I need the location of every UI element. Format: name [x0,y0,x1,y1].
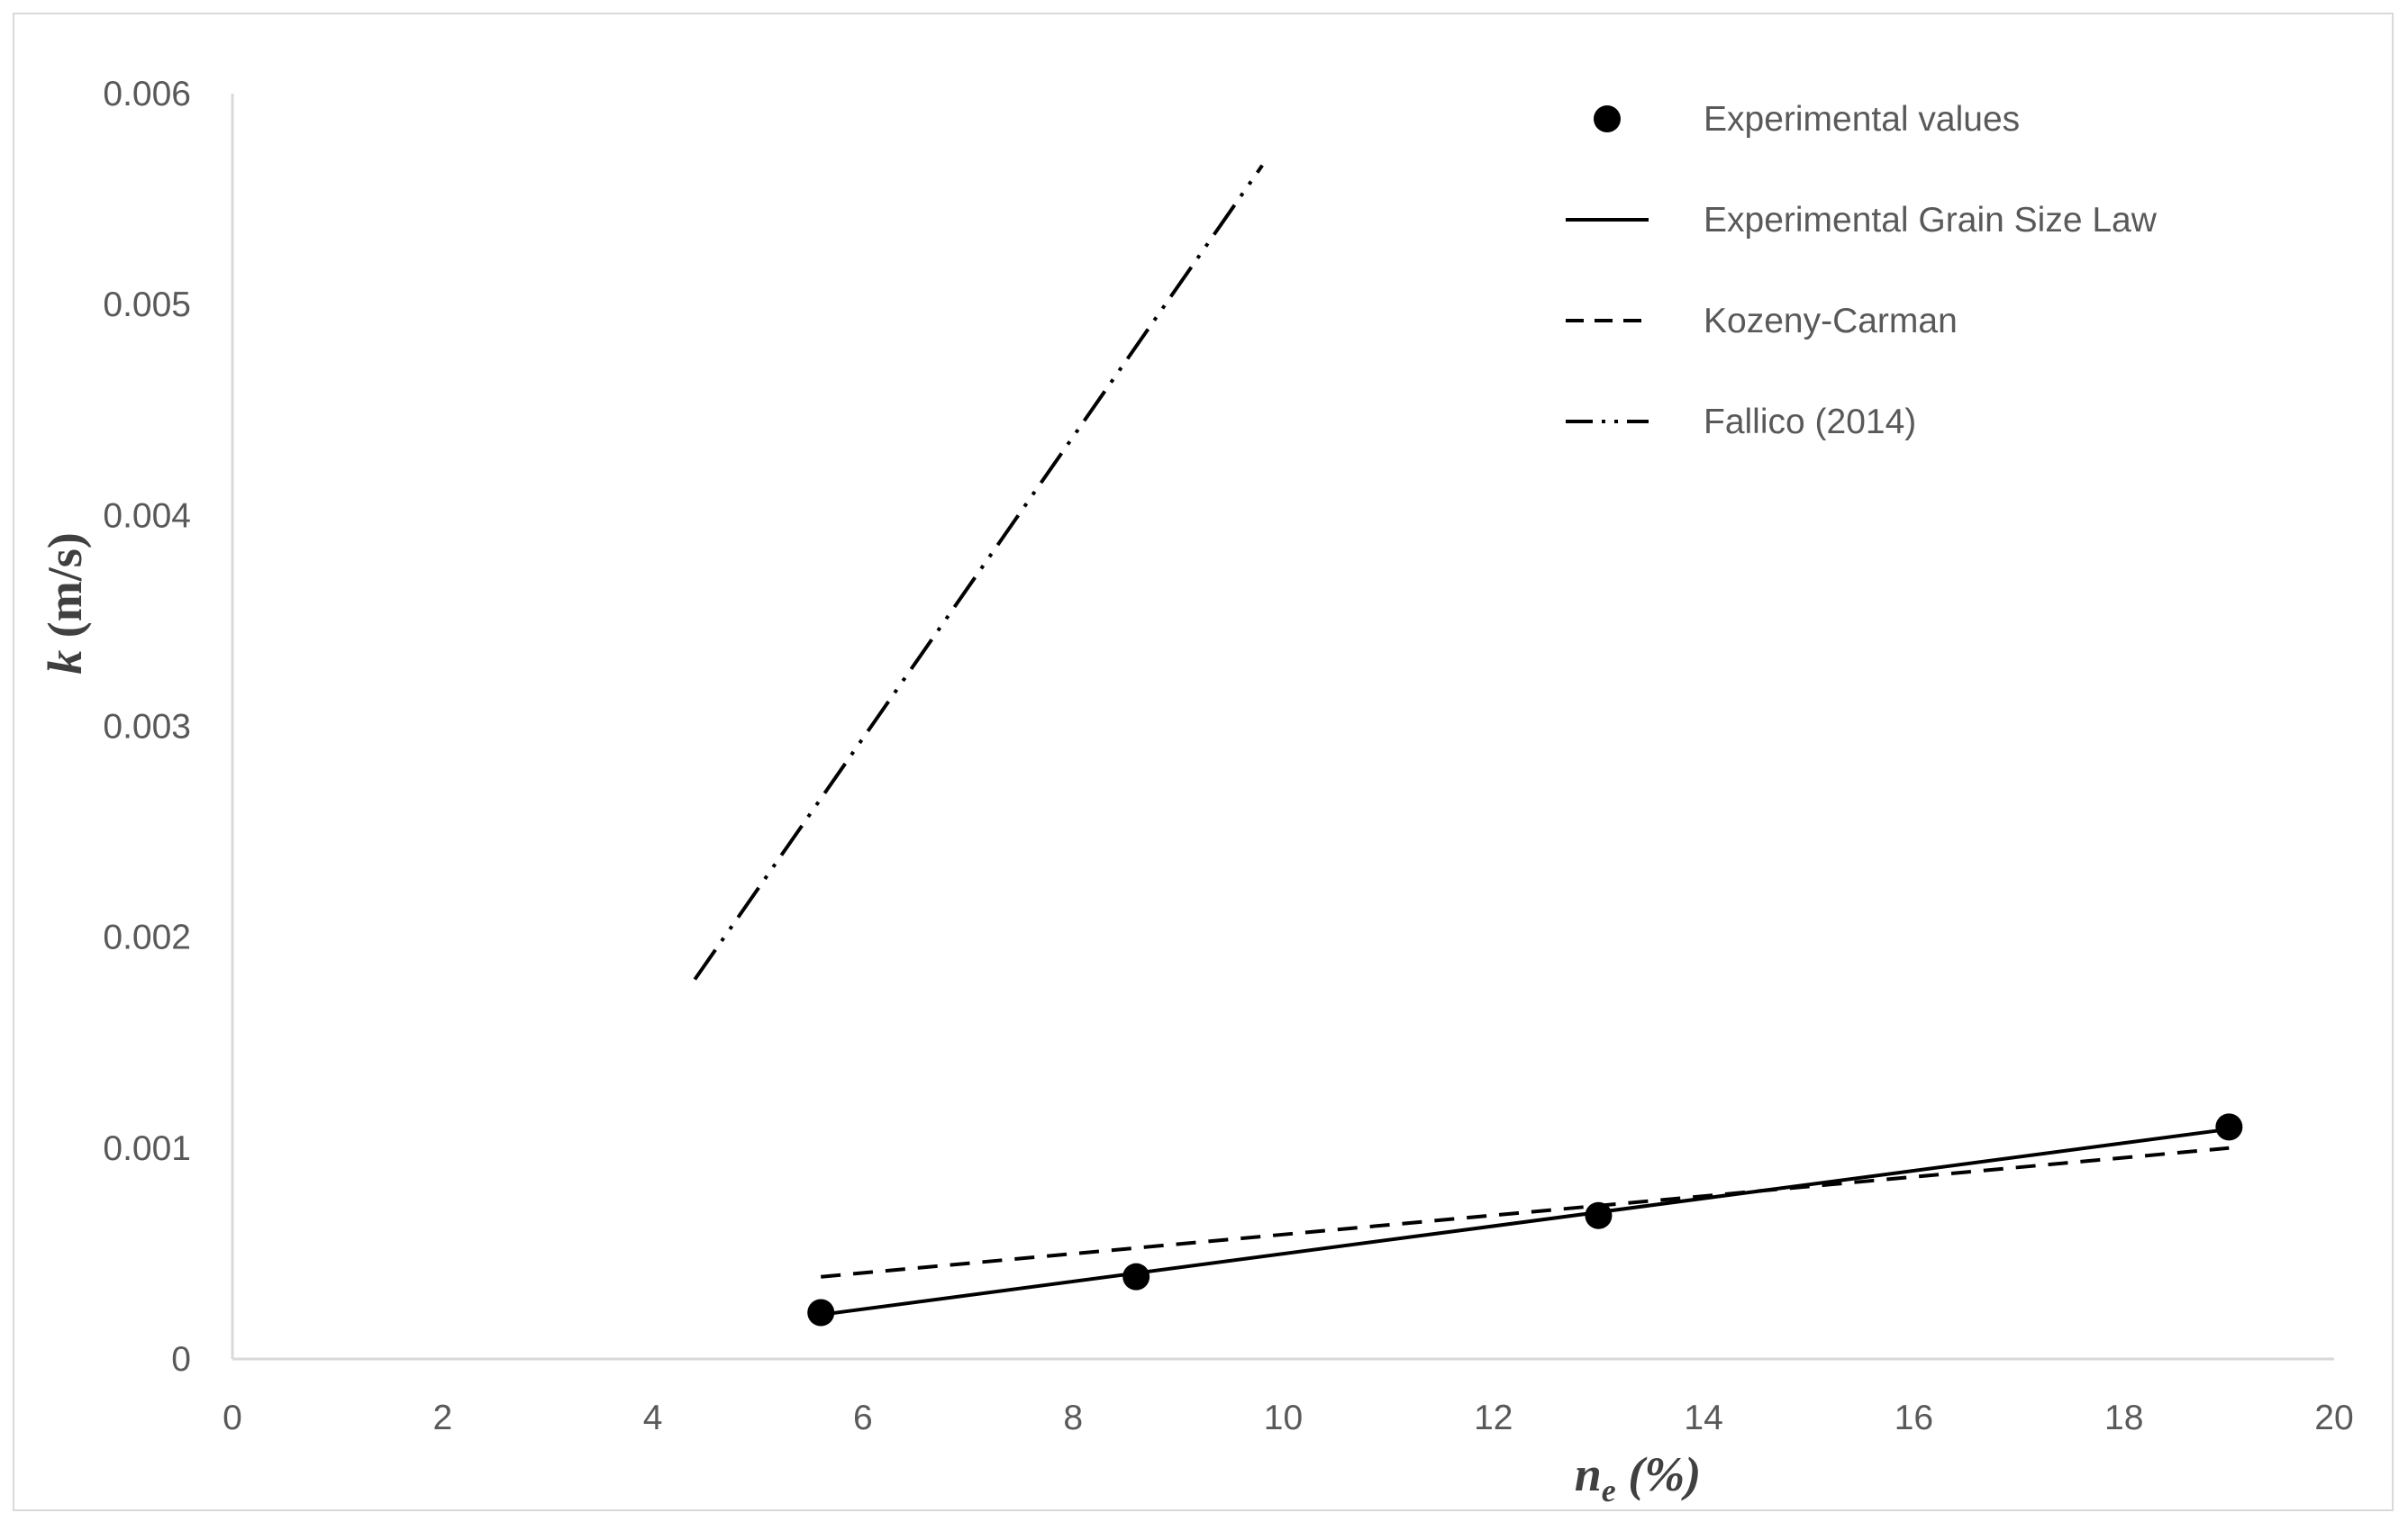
y-tick-label: 0.003 [103,708,191,747]
y-tick-label: 0 [171,1340,191,1379]
legend-marker-experimental-values [1594,105,1621,132]
x-tick-label: 10 [1264,1399,1303,1437]
x-tick-label: 8 [1063,1399,1083,1437]
data-point [2215,1113,2243,1141]
x-tick-label: 18 [2104,1399,2143,1437]
data-point [807,1299,835,1327]
axes [231,94,2334,1361]
y-tick-label: 0.001 [103,1129,191,1168]
x-tick-labels: 0 2 4 6 8 10 12 14 16 18 20 [223,1399,2354,1437]
y-tick-label: 0.006 [103,75,191,113]
legend: Experimental values Experimental Grain Si… [1566,100,2158,441]
x-tick-label: 4 [643,1399,663,1437]
data-point [1585,1201,1613,1229]
x-tick-label: 6 [853,1399,873,1437]
legend-label-kozeny-carman: Kozeny-Carman [1704,302,1958,340]
x-axis-title: ne (%) [1575,1447,1701,1508]
x-tick-label: 14 [1684,1399,1722,1437]
series-line-experimental-grain-size-law [820,1127,2230,1317]
y-axis-title-rest: (m/s) [38,532,92,649]
series-layer [693,164,2243,1327]
y-tick-label: 0.005 [103,285,191,324]
data-point [1122,1263,1150,1291]
chart-frame [13,13,2394,1511]
x-tick-label: 2 [432,1399,452,1437]
y-tick-label: 0.002 [103,919,191,957]
x-tick-label: 20 [2314,1399,2353,1437]
x-axis-title-rest: (%) [1616,1447,1701,1501]
legend-label-experimental-values: Experimental values [1704,100,2020,139]
x-tick-label: 16 [1895,1399,1933,1437]
x-axis-title-main: n [1575,1447,1602,1501]
x-tick-label: 12 [1474,1399,1513,1437]
y-axis-title: k (m/s) [38,532,92,674]
series-line-kozeny-carman [821,1146,2230,1279]
y-tick-labels: 0 0.001 0.002 0.003 0.004 0.005 0.006 [103,75,191,1379]
x-tick-label: 0 [223,1399,242,1437]
y-axis-title-main: k [38,650,92,675]
legend-label-experimental-grain-size-law: Experimental Grain Size Law [1704,201,2158,240]
x-axis-title-sub: e [1602,1472,1616,1508]
y-tick-label: 0.004 [103,496,191,535]
series-line-fallico-2014 [693,164,1264,981]
legend-label-fallico-2014: Fallico (2014) [1704,403,1916,441]
